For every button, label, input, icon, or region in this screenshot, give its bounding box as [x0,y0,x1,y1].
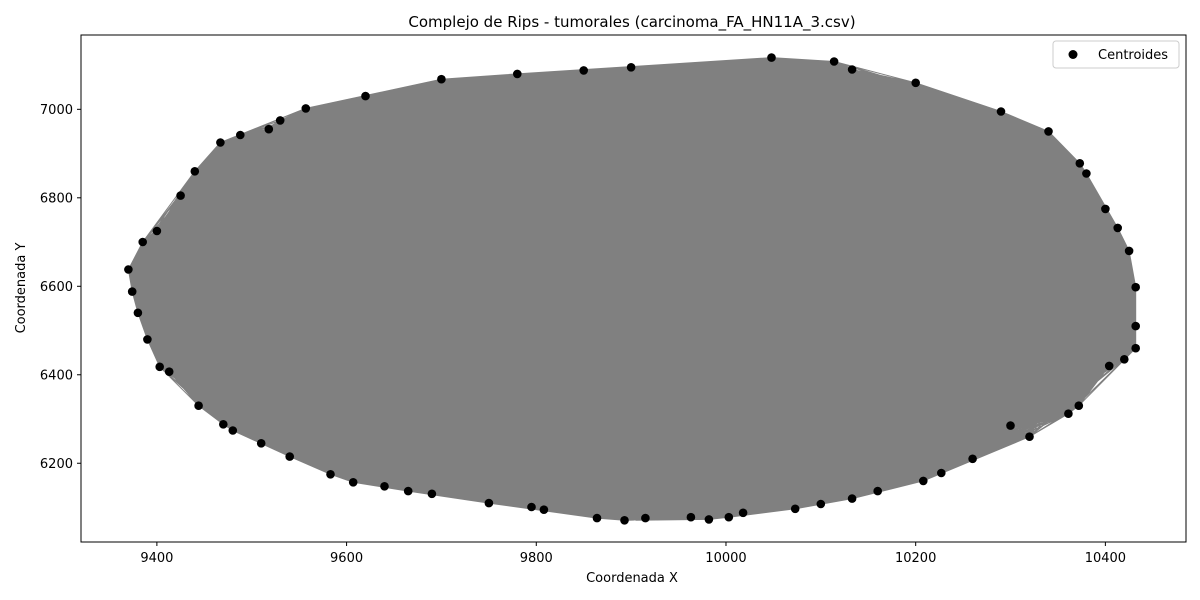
centroid-points [124,53,1140,525]
centroid-point [937,468,946,478]
centroid-point [911,78,920,88]
centroid-point [1113,223,1122,233]
centroid-point [326,470,335,479]
centroid-point [380,482,389,491]
x-tick-label: 9800 [520,551,553,566]
centroid-point [1131,321,1140,331]
centroid-point [1131,343,1140,353]
centroid-point [620,516,629,525]
x-axis-ticks: 9400 9600 9800 10000 10200 10400 [140,542,1126,566]
x-tick-label: 10200 [895,551,936,566]
centroid-point [138,237,147,247]
x-axis-label: Coordenada X [586,571,678,586]
centroid-point [704,515,714,524]
centroid-point [219,420,228,429]
y-tick-label: 7000 [40,103,73,118]
centroid-point [738,508,748,518]
y-axis-label: Coordenada Y [14,243,29,334]
centroid-point [216,138,225,147]
y-tick-label: 6800 [40,191,73,206]
centroid-point [133,308,143,318]
centroid-point [228,426,238,435]
centroid-point [127,287,137,296]
rips-edges [127,57,1137,521]
centroid-point [1124,246,1134,256]
centroid-point [152,226,162,236]
centroid-point [968,454,977,464]
y-axis-ticks: 6200 6400 6600 6800 7000 [40,103,81,472]
centroid-point [829,57,839,66]
centroid-point [190,167,200,176]
legend-label: Centroides [1098,48,1168,63]
plot-frame [80,34,1187,543]
centroid-point [275,116,285,125]
centroid-point [256,439,266,448]
centroid-point [484,498,494,508]
x-tick-label: 9400 [140,551,173,566]
centroid-point [1104,361,1114,371]
x-tick-label: 10400 [1085,551,1126,566]
centroid-point [194,401,203,411]
centroid-point [513,69,522,79]
legend-box [1052,40,1180,69]
centroid-point [626,63,636,72]
centroid-point [437,74,446,84]
centroid-point [164,367,174,377]
centroid-point [641,513,650,523]
centroid-point [155,362,164,372]
centroid-point [1064,409,1073,419]
legend: Centroides [1052,40,1180,69]
y-tick-label: 6400 [40,368,73,383]
centroid-point [143,335,152,344]
centroid-point [176,191,185,200]
centroid-point [1006,421,1015,430]
centroid-point [1082,169,1091,178]
rips-edge-lines [127,57,1137,521]
centroid-point [1101,204,1110,214]
centroid-point [403,486,413,496]
centroid-point [996,107,1006,116]
centroid-point [579,66,588,75]
centroid-point [1075,159,1085,168]
centroid-point [539,505,549,514]
centroid-point [847,65,857,74]
centroid-point [790,504,800,514]
centroid-point [686,512,696,522]
centroid-point [1044,127,1053,136]
centroid-point [348,478,358,487]
x-tick-label: 9600 [330,551,363,566]
y-tick-label: 6600 [40,280,73,295]
centroid-point [767,53,776,62]
centroid-point [361,91,370,101]
centroid-point [592,513,602,523]
centroid-point [873,486,882,496]
legend-marker [1068,50,1078,59]
centroid-point [1025,432,1034,442]
centroid-point [816,499,826,509]
centroid-point [124,265,133,274]
x-tick-label: 10000 [705,551,746,566]
centroid-point [285,452,295,461]
centroid-point [527,502,536,512]
centroid-point [724,512,734,522]
centroid-point [919,476,928,486]
centroid-point [847,494,857,503]
centroid-point [1120,355,1129,364]
chart-title: Complejo de Rips - tumorales (carcinoma_… [408,13,855,32]
centroid-point [1131,282,1140,292]
centroid-point [427,489,437,499]
centroid-point [236,130,245,140]
centroid-point [1074,401,1084,411]
centroid-point [301,104,311,113]
y-tick-label: 6200 [40,457,73,472]
centroid-point [264,124,274,134]
